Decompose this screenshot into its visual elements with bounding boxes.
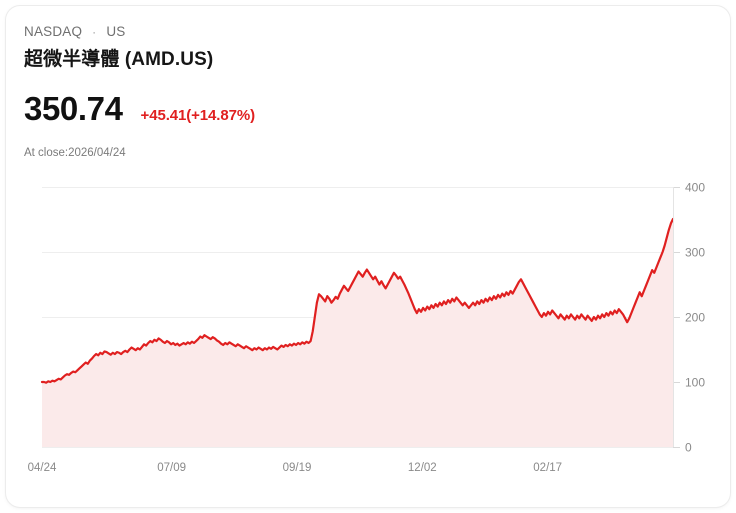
x-tick-label: 04/24 [28,462,57,474]
series-line-path [40,217,675,384]
region-label: US [106,24,126,39]
market-status-note: At close:2026/04/24 [24,147,126,159]
price-row: 350.74 +45.41(+14.87%) [24,90,255,128]
y-tick-label: 100 [685,376,705,390]
separator-dot: · [92,25,97,40]
series-area-path [42,219,673,447]
current-price: 350.74 [24,90,123,127]
price-chart[interactable]: 400 300 200 100 0 04/24 07/09 09/19 12/02 02/17 [6,166,730,476]
page-title: 超微半導體 (AMD.US) [24,49,214,70]
price-chart-svg[interactable]: 400 300 200 100 0 04/24 07/09 09/19 12/02 02/17 [6,166,730,476]
y-tick-label: 400 [685,181,705,195]
x-tick-label: 02/17 [533,462,562,474]
stock-quote-card: NASDAQ · US 超微半導體 (AMD.US) 350.74 +45.41… [6,6,730,507]
x-tick-label: 09/19 [283,462,312,474]
chart-area-fill [42,219,673,447]
x-tick-label: 07/09 [157,462,186,474]
y-tick-label: 300 [685,246,705,260]
chart-x-tick-labels: 04/24 07/09 09/19 12/02 02/17 [28,462,562,474]
chart-y-tick-labels: 400 300 200 100 0 [685,181,705,455]
x-tick-label: 12/02 [408,462,437,474]
chart-line-series [40,217,675,384]
price-change: +45.41(+14.87%) [140,107,256,124]
chart-axis [673,187,680,448]
exchange-region-row: NASDAQ · US [24,24,125,39]
exchange-label: NASDAQ [24,24,83,39]
y-tick-label: 200 [685,311,705,325]
y-tick-label: 0 [685,441,692,455]
